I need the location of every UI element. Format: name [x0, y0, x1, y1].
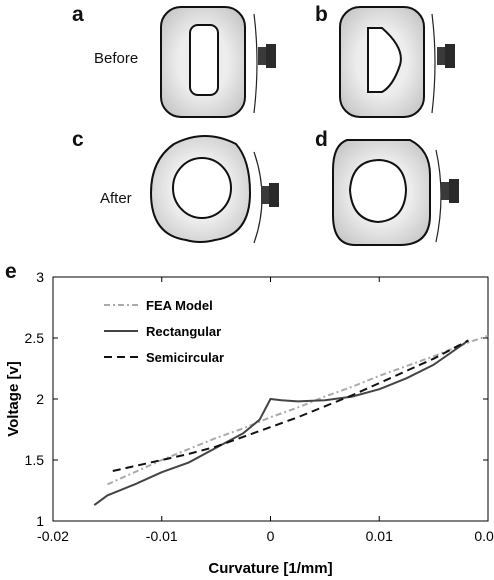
y-tick-label: 2 — [36, 391, 44, 407]
sensor-semicircular-after — [332, 139, 459, 246]
panel-label-c: c — [72, 128, 84, 151]
x-tick-label: 0 — [267, 528, 275, 544]
panel-label-d: d — [315, 128, 328, 151]
panel-label-e: e — [5, 260, 17, 283]
y-tick-label: 1 — [36, 513, 44, 529]
axis-ticks: -0.02 -0.01 0 0.01 0.02 1 1.5 2 2.5 3 — [25, 269, 494, 544]
series-line-semicircular — [112, 339, 469, 472]
sensor-rectangular-after — [149, 135, 279, 244]
x-tick-label: 0.01 — [366, 528, 393, 544]
y-tick-label: 1.5 — [25, 452, 45, 468]
sensor-semicircular-before — [339, 6, 455, 118]
before-label: Before — [94, 50, 139, 67]
legend-label: Semicircular — [146, 350, 224, 365]
legend: FEA Model Rectangular Semicircular — [104, 298, 224, 365]
y-axis-label: Voltage [v] — [5, 361, 22, 437]
legend-label: FEA Model — [146, 298, 213, 313]
y-tick-label: 2.5 — [25, 330, 45, 346]
deformation-illustrations — [149, 6, 459, 246]
after-label: After — [100, 190, 132, 207]
legend-label: Rectangular — [146, 324, 221, 339]
series-line-rectangular — [93, 339, 469, 506]
x-tick-label: -0.02 — [37, 528, 69, 544]
series-line-fea-model — [106, 334, 489, 486]
sensor-rectangular-before — [160, 6, 276, 118]
panel-label-a: a — [72, 3, 84, 26]
series-layer — [93, 334, 489, 506]
x-axis-label: Curvature [1/mm] — [208, 560, 332, 577]
x-tick-label: -0.01 — [146, 528, 178, 544]
y-tick-label: 3 — [36, 269, 44, 285]
panel-label-b: b — [315, 3, 328, 26]
x-tick-label: 0.02 — [474, 528, 494, 544]
